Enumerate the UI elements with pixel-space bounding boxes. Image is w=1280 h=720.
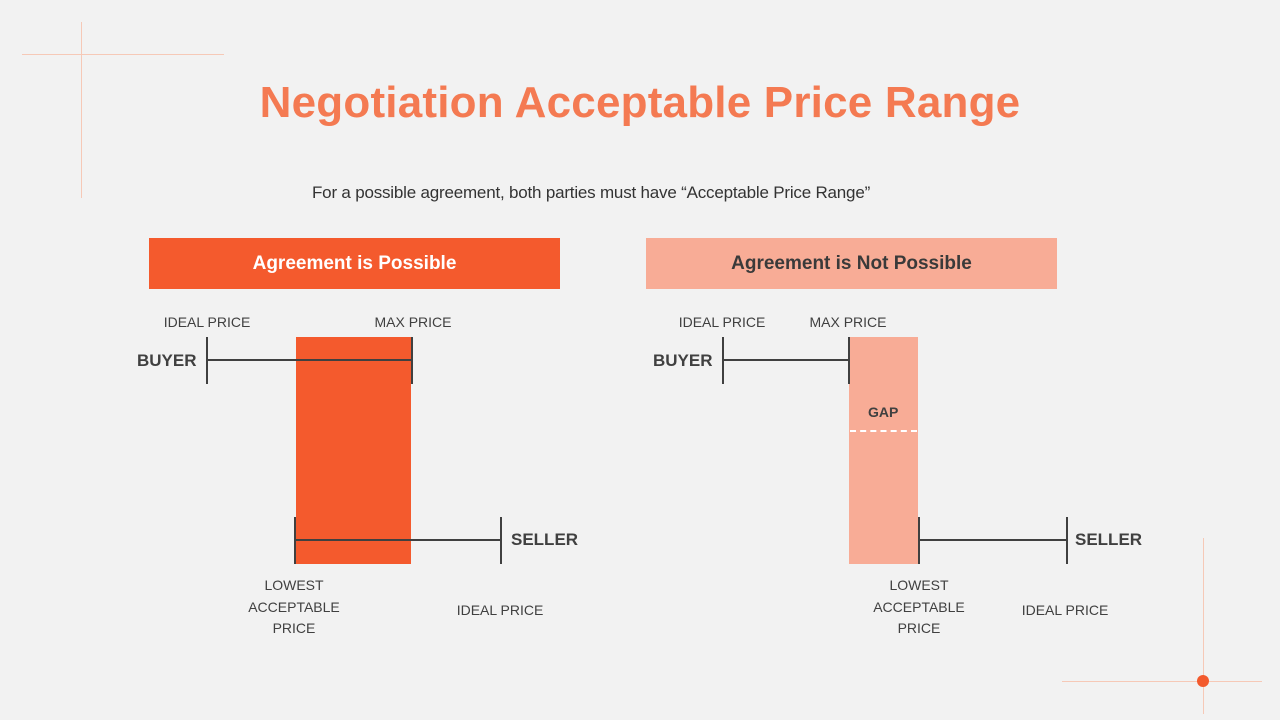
gap-label: GAP [868,404,899,420]
buyer-max-price-tick [411,337,413,384]
buyer-ideal-price-label: IDEAL PRICE [678,314,766,330]
lowest-label-line-1: LOWEST [264,577,324,593]
corner-decoration-horizontal-bottom [1062,681,1262,682]
buyer-max-price-tick [848,337,850,384]
buyer-range-line [723,359,849,361]
seller-lowest-price-tick [918,517,920,564]
seller-label: SELLER [1075,530,1143,549]
panel-header-not-possible: Agreement is Not Possible [646,238,1057,289]
seller-lowest-price-tick [294,517,296,564]
page-subtitle: For a possible agreement, both parties m… [312,183,871,202]
seller-ideal-price-label: IDEAL PRICE [456,602,544,618]
lowest-label-line-2: ACCEPTABLE [873,598,965,615]
lowest-label-line-2: ACCEPTABLE [248,598,340,615]
corner-decoration-vertical-bottom [1203,538,1204,714]
lowest-label-line-1: LOWEST [889,577,949,593]
buyer-max-price-label: MAX PRICE [374,314,452,330]
buyer-label: BUYER [653,351,713,370]
buyer-label: BUYER [137,351,197,370]
seller-ideal-price-tick [500,517,502,564]
panel-header-possible: Agreement is Possible [149,238,560,289]
corner-decoration-horizontal-top [22,54,224,55]
seller-ideal-price-label: IDEAL PRICE [1021,602,1109,618]
buyer-ideal-price-label: IDEAL PRICE [163,314,251,330]
gap-divider-dashed-line [850,430,917,432]
seller-lowest-price-label: LOWEST ACCEPTABLE PRICE [859,575,979,640]
buyer-max-price-label: MAX PRICE [809,314,887,330]
seller-label: SELLER [511,530,579,549]
agreement-zone-bar [296,337,411,564]
seller-range-line [295,539,501,541]
corner-decoration-dot [1197,675,1209,687]
gap-zone-bar [849,337,918,564]
buyer-ideal-price-tick [722,337,724,384]
seller-range-line [919,539,1067,541]
corner-decoration-vertical-top [81,22,82,198]
buyer-ideal-price-tick [206,337,208,384]
page-title: Negotiation Acceptable Price Range [259,78,1021,127]
buyer-range-line [207,359,412,361]
lowest-label-line-3: PRICE [272,620,316,636]
seller-ideal-price-tick [1066,517,1068,564]
lowest-label-line-3: PRICE [897,620,941,636]
seller-lowest-price-label: LOWEST ACCEPTABLE PRICE [234,575,354,640]
